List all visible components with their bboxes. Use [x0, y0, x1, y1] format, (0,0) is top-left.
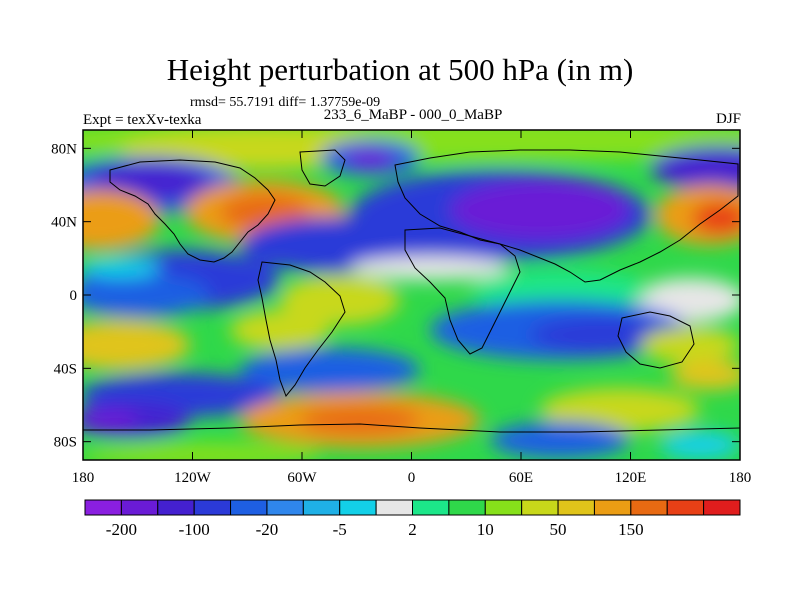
field-blob	[490, 422, 630, 458]
field-blob	[350, 256, 510, 280]
colorbar-label: 2	[408, 520, 417, 539]
colorbar-label: -100	[179, 520, 210, 539]
field-blob	[83, 190, 160, 250]
field-blob	[83, 258, 160, 278]
experiment-label: Expt = texXv-texka	[83, 112, 202, 128]
field-blob	[635, 278, 740, 322]
colorbar-swatch	[302, 499, 341, 516]
colorbar-label: -5	[333, 520, 347, 539]
stats-line: rmsd= 55.7191 diff= 1.37759e-09	[190, 95, 381, 110]
lon-tick-label: 120W	[174, 470, 212, 486]
field-blob	[670, 360, 740, 390]
colorbar-label: 10	[477, 520, 494, 539]
colorbar-swatch	[521, 499, 559, 516]
colorbar-label: -200	[106, 520, 137, 539]
field-blob	[280, 275, 400, 325]
colorbar-swatch	[484, 499, 523, 516]
field-blob	[344, 148, 396, 168]
season-label: DJF	[715, 111, 741, 127]
comparison-label: 233_6_MaBP - 000_0_MaBP	[323, 107, 503, 123]
colorbar-swatch	[375, 499, 414, 516]
field-blob	[530, 317, 670, 353]
lat-tick-label: 40S	[54, 361, 77, 377]
south-america-outline	[257, 261, 346, 397]
eurasia-outline	[394, 149, 739, 283]
colorbar-swatch	[230, 499, 268, 516]
field-blob	[450, 180, 630, 240]
lat-tick-label: 0	[70, 288, 78, 304]
australia-outline	[617, 311, 695, 369]
field-blob	[640, 327, 740, 363]
field-blob	[470, 270, 650, 310]
colorbar-swatch	[84, 499, 122, 516]
colorbar-swatch	[412, 499, 450, 516]
field-blob	[692, 202, 740, 234]
lon-tick-label: 120E	[615, 470, 647, 486]
field-blob	[240, 348, 420, 392]
field-blob	[230, 310, 330, 350]
colorbar-swatch	[266, 499, 304, 516]
africa-outline	[404, 227, 521, 355]
lon-tick-label: 0	[408, 470, 416, 486]
colorbar-label: 50	[550, 520, 567, 539]
colorbar-swatch	[193, 499, 232, 516]
colorbar-swatch	[666, 499, 705, 516]
page-title: Height perturbation at 500 hPa (in m)	[166, 52, 634, 87]
continent-outlines	[83, 149, 740, 433]
lon-axis: 180 120W 60W 0 60E 120E 180	[72, 130, 752, 486]
field-blob	[83, 410, 138, 430]
lat-tick-label: 80S	[54, 435, 77, 451]
greenland-outline	[299, 149, 346, 187]
colorbar-swatch	[630, 499, 668, 516]
colorbar-swatch	[157, 499, 195, 516]
field-blob	[220, 194, 310, 230]
lat-tick-label: 40N	[51, 215, 77, 231]
lon-tick-label: 60W	[287, 470, 317, 486]
colorbar-swatch	[557, 499, 595, 516]
colorbar-label: -20	[256, 520, 279, 539]
field-blob	[83, 320, 190, 370]
lon-tick-label: 60E	[509, 470, 533, 486]
colorbar-swatch	[448, 499, 486, 516]
antarctica-outline	[83, 423, 740, 433]
lon-tick-label: 180	[729, 470, 752, 486]
colorbar-swatch	[593, 499, 632, 516]
field-blob	[300, 406, 420, 434]
field-blob	[83, 443, 320, 460]
field-blob	[83, 273, 210, 317]
lat-axis: 80N 40N 0 40S 80S	[51, 141, 740, 451]
lat-tick-label: 80N	[51, 141, 77, 157]
lon-tick-label: 180	[72, 470, 95, 486]
north-america-outline	[109, 159, 276, 263]
height-perturbation-field	[83, 130, 740, 460]
colorbar-swatch	[339, 499, 377, 516]
colorbar-swatch	[703, 499, 741, 516]
colorbar: -200 -100 -20 -5 2 10 50 150	[84, 499, 741, 539]
field-blob	[650, 146, 740, 190]
colorbar-label: 150	[618, 520, 644, 539]
field-blob	[540, 388, 700, 432]
field-blob	[660, 431, 740, 459]
colorbar-swatch	[120, 499, 159, 516]
